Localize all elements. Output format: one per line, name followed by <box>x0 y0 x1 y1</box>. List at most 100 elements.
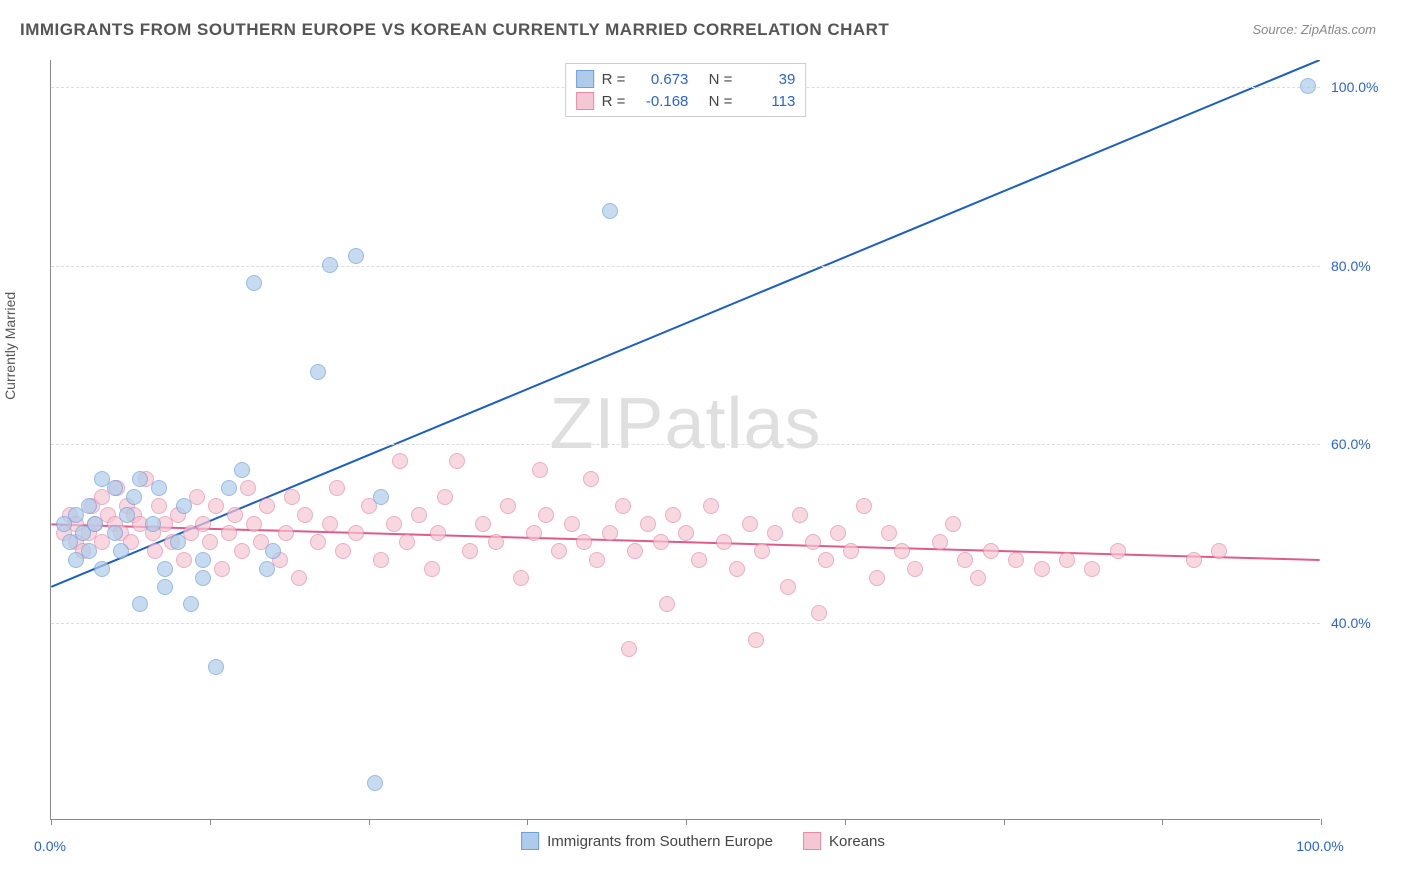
r-label: R = <box>602 93 626 110</box>
data-point-pink <box>488 534 504 550</box>
data-point-pink <box>615 498 631 514</box>
data-point-pink <box>297 507 313 523</box>
data-point-pink <box>894 543 910 559</box>
data-point-pink <box>754 543 770 559</box>
data-point-blue <box>195 552 211 568</box>
data-point-blue <box>132 596 148 612</box>
data-point-pink <box>373 552 389 568</box>
data-point-pink <box>151 498 167 514</box>
data-point-blue <box>602 203 618 219</box>
x-tick-label-right: 100.0% <box>1296 838 1343 854</box>
data-point-blue <box>145 516 161 532</box>
data-point-pink <box>767 525 783 541</box>
data-point-pink <box>957 552 973 568</box>
legend-swatch-pink <box>576 92 594 110</box>
data-point-pink <box>449 453 465 469</box>
data-point-pink <box>500 498 516 514</box>
data-point-pink <box>526 525 542 541</box>
data-point-pink <box>818 552 834 568</box>
legend-item-pink: Koreans <box>803 832 885 850</box>
x-tick <box>845 819 846 825</box>
data-point-pink <box>1186 552 1202 568</box>
data-point-pink <box>437 489 453 505</box>
x-tick-label-left: 0.0% <box>34 838 66 854</box>
x-tick <box>51 819 52 825</box>
data-point-pink <box>411 507 427 523</box>
y-tick-label: 40.0% <box>1331 615 1371 631</box>
data-point-pink <box>907 561 923 577</box>
data-point-blue <box>170 534 186 550</box>
y-tick-label: 100.0% <box>1331 79 1378 95</box>
data-point-pink <box>729 561 745 577</box>
gridline <box>51 266 1320 267</box>
data-point-pink <box>881 525 897 541</box>
data-point-blue <box>221 480 237 496</box>
x-tick <box>369 819 370 825</box>
data-point-pink <box>659 596 675 612</box>
data-point-blue <box>157 579 173 595</box>
data-point-pink <box>653 534 669 550</box>
watermark: ZIPatlas <box>549 383 821 465</box>
data-point-pink <box>147 543 163 559</box>
data-point-pink <box>780 579 796 595</box>
data-point-blue <box>259 561 275 577</box>
data-point-pink <box>475 516 491 532</box>
r-label: R = <box>602 71 626 88</box>
x-tick <box>686 819 687 825</box>
data-point-blue <box>94 561 110 577</box>
data-point-blue <box>234 462 250 478</box>
data-point-blue <box>348 248 364 264</box>
data-point-pink <box>240 480 256 496</box>
data-point-pink <box>869 570 885 586</box>
legend-swatch-blue <box>576 70 594 88</box>
data-point-blue <box>1300 78 1316 94</box>
data-point-blue <box>367 775 383 791</box>
trend-lines-svg <box>51 60 1320 819</box>
data-point-blue <box>208 659 224 675</box>
data-point-pink <box>678 525 694 541</box>
data-point-pink <box>602 525 618 541</box>
data-point-pink <box>945 516 961 532</box>
data-point-blue <box>265 543 281 559</box>
data-point-pink <box>291 570 307 586</box>
y-tick-label: 60.0% <box>1331 436 1371 452</box>
data-point-pink <box>564 516 580 532</box>
data-point-pink <box>811 605 827 621</box>
data-point-blue <box>310 364 326 380</box>
data-point-blue <box>195 570 211 586</box>
data-point-pink <box>348 525 364 541</box>
data-point-pink <box>532 462 548 478</box>
n-label: N = <box>709 93 733 110</box>
data-point-pink <box>513 570 529 586</box>
data-point-pink <box>576 534 592 550</box>
r-value-pink: -0.168 <box>633 93 688 110</box>
legend-stats-row-blue: R = 0.673 N = 39 <box>576 68 796 90</box>
data-point-pink <box>970 570 986 586</box>
data-point-pink <box>583 471 599 487</box>
data-point-pink <box>742 516 758 532</box>
data-point-blue <box>113 543 129 559</box>
data-point-pink <box>208 498 224 514</box>
data-point-pink <box>386 516 402 532</box>
data-point-pink <box>983 543 999 559</box>
watermark-bold: ZIP <box>549 384 664 464</box>
n-value-blue: 39 <box>740 71 795 88</box>
x-tick <box>1004 819 1005 825</box>
y-tick-label: 80.0% <box>1331 258 1371 274</box>
legend-stats-row-pink: R = -0.168 N = 113 <box>576 90 796 112</box>
n-value-pink: 113 <box>740 93 795 110</box>
data-point-pink <box>627 543 643 559</box>
data-point-pink <box>748 632 764 648</box>
data-point-blue <box>183 596 199 612</box>
data-point-blue <box>107 525 123 541</box>
data-point-blue <box>246 275 262 291</box>
data-point-pink <box>424 561 440 577</box>
data-point-blue <box>157 561 173 577</box>
data-point-blue <box>81 498 97 514</box>
x-tick <box>1162 819 1163 825</box>
data-point-pink <box>214 561 230 577</box>
data-point-pink <box>310 534 326 550</box>
data-point-pink <box>1034 561 1050 577</box>
data-point-pink <box>716 534 732 550</box>
data-point-pink <box>221 525 237 541</box>
